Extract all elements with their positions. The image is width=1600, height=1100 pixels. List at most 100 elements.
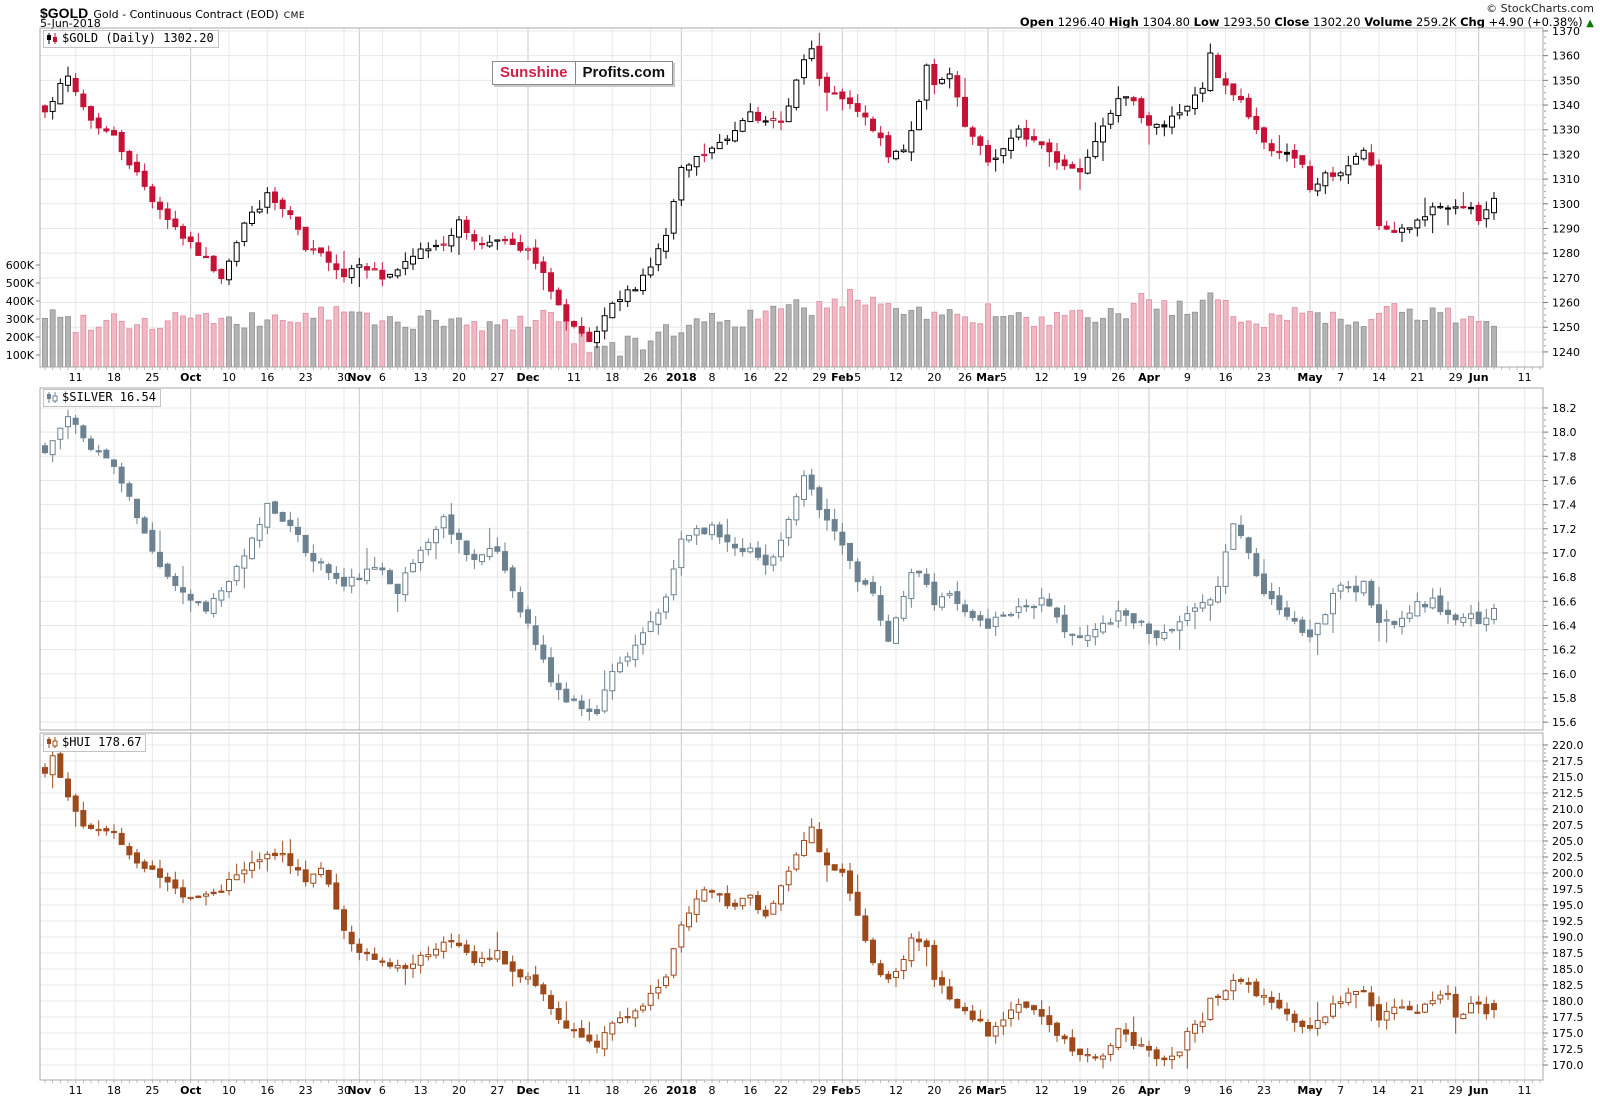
candle [1031,1004,1037,1016]
candlestick-chart-icon [47,737,58,748]
candle [1445,985,1451,1000]
candle [801,54,807,85]
candle [548,647,554,687]
volume-axis-label: 600K [6,259,35,272]
x-axis-label: 26 [1111,1084,1125,1097]
x-axis-label: Apr [1138,1084,1160,1097]
candle [126,481,133,501]
candle [95,113,102,135]
candle [977,134,984,156]
volume-axis-label: 400K [6,295,35,308]
candle [394,959,401,972]
candle [1107,1042,1114,1062]
candle [1353,990,1359,1009]
candle [1008,129,1014,159]
candle [1107,109,1114,130]
candle [379,562,386,576]
x-axis-label: Feb [831,371,854,384]
copyright: © StockCharts.com [1486,2,1594,15]
candle [785,516,792,547]
candle [157,196,163,220]
candle [180,565,186,605]
candle [72,793,79,827]
candle [747,542,754,554]
candle [816,822,823,853]
candle [609,301,616,319]
candle [1475,202,1482,225]
candle [1061,154,1068,170]
x-axis-label: 11 [1518,1084,1532,1097]
candle [755,106,761,124]
candle [417,242,424,259]
volume-axis-label: 300K [6,313,35,326]
candle [939,970,945,994]
candle [801,470,807,507]
x-axis-label: 5 [1000,1084,1007,1097]
volume-label: Volume [1364,15,1413,29]
y-axis-label: 217.5 [1552,755,1584,768]
candle [640,268,646,295]
candle [1245,93,1252,120]
candle [1383,610,1390,643]
candle [563,298,570,331]
candle [1084,149,1091,175]
candle [946,590,953,599]
candle [287,511,294,533]
candle [1031,128,1037,143]
candle [49,440,56,463]
candle [992,149,999,172]
gold-panel-label-text: $GOLD (Daily) 1302.20 [62,31,214,45]
x-axis-label: 16 [260,1084,274,1097]
candle [1023,599,1030,612]
candle [486,527,493,561]
candle [724,518,731,552]
candle [977,611,984,627]
candle [302,860,309,887]
candle [532,239,539,270]
candle [387,273,393,279]
candle [1353,575,1359,602]
candle [1092,122,1099,159]
x-axis-label: 12 [1035,371,1049,384]
candle [1245,536,1252,560]
candle [862,578,869,587]
candle [601,1025,608,1057]
y-axis-label: 16.2 [1552,644,1577,657]
y-axis-label: 1340 [1552,99,1580,112]
y-axis-label: 170.0 [1552,1059,1584,1072]
candle [233,240,240,267]
candle [862,105,869,126]
close-label: Close [1274,15,1310,29]
candle [617,656,623,674]
x-axis-label: 29 [1449,371,1463,384]
candle [233,863,240,881]
candle [1008,612,1014,617]
candle [962,77,968,128]
candle [632,1008,639,1027]
candlestick-chart-icon [47,392,58,403]
candle [954,71,961,107]
candle [1253,978,1260,998]
candle [241,221,248,247]
candle [287,839,294,874]
candle [157,530,163,569]
x-axis-label: 23 [1257,371,1271,384]
candle [364,548,370,585]
y-axis-label: 1260 [1552,297,1580,310]
candle [463,215,470,240]
candle [1299,1019,1306,1034]
candle [1153,630,1160,646]
candle [440,514,447,539]
candle [1023,1001,1030,1009]
candle [1268,139,1275,157]
candle [425,946,432,961]
candle [770,554,777,572]
open-value: 1296.40 [1057,15,1106,29]
y-axis-label: 197.5 [1552,883,1584,896]
candle [739,538,746,557]
candle [1391,998,1398,1020]
candle [49,97,56,120]
candle [778,111,784,131]
candle [1207,43,1214,92]
candle [793,852,800,872]
